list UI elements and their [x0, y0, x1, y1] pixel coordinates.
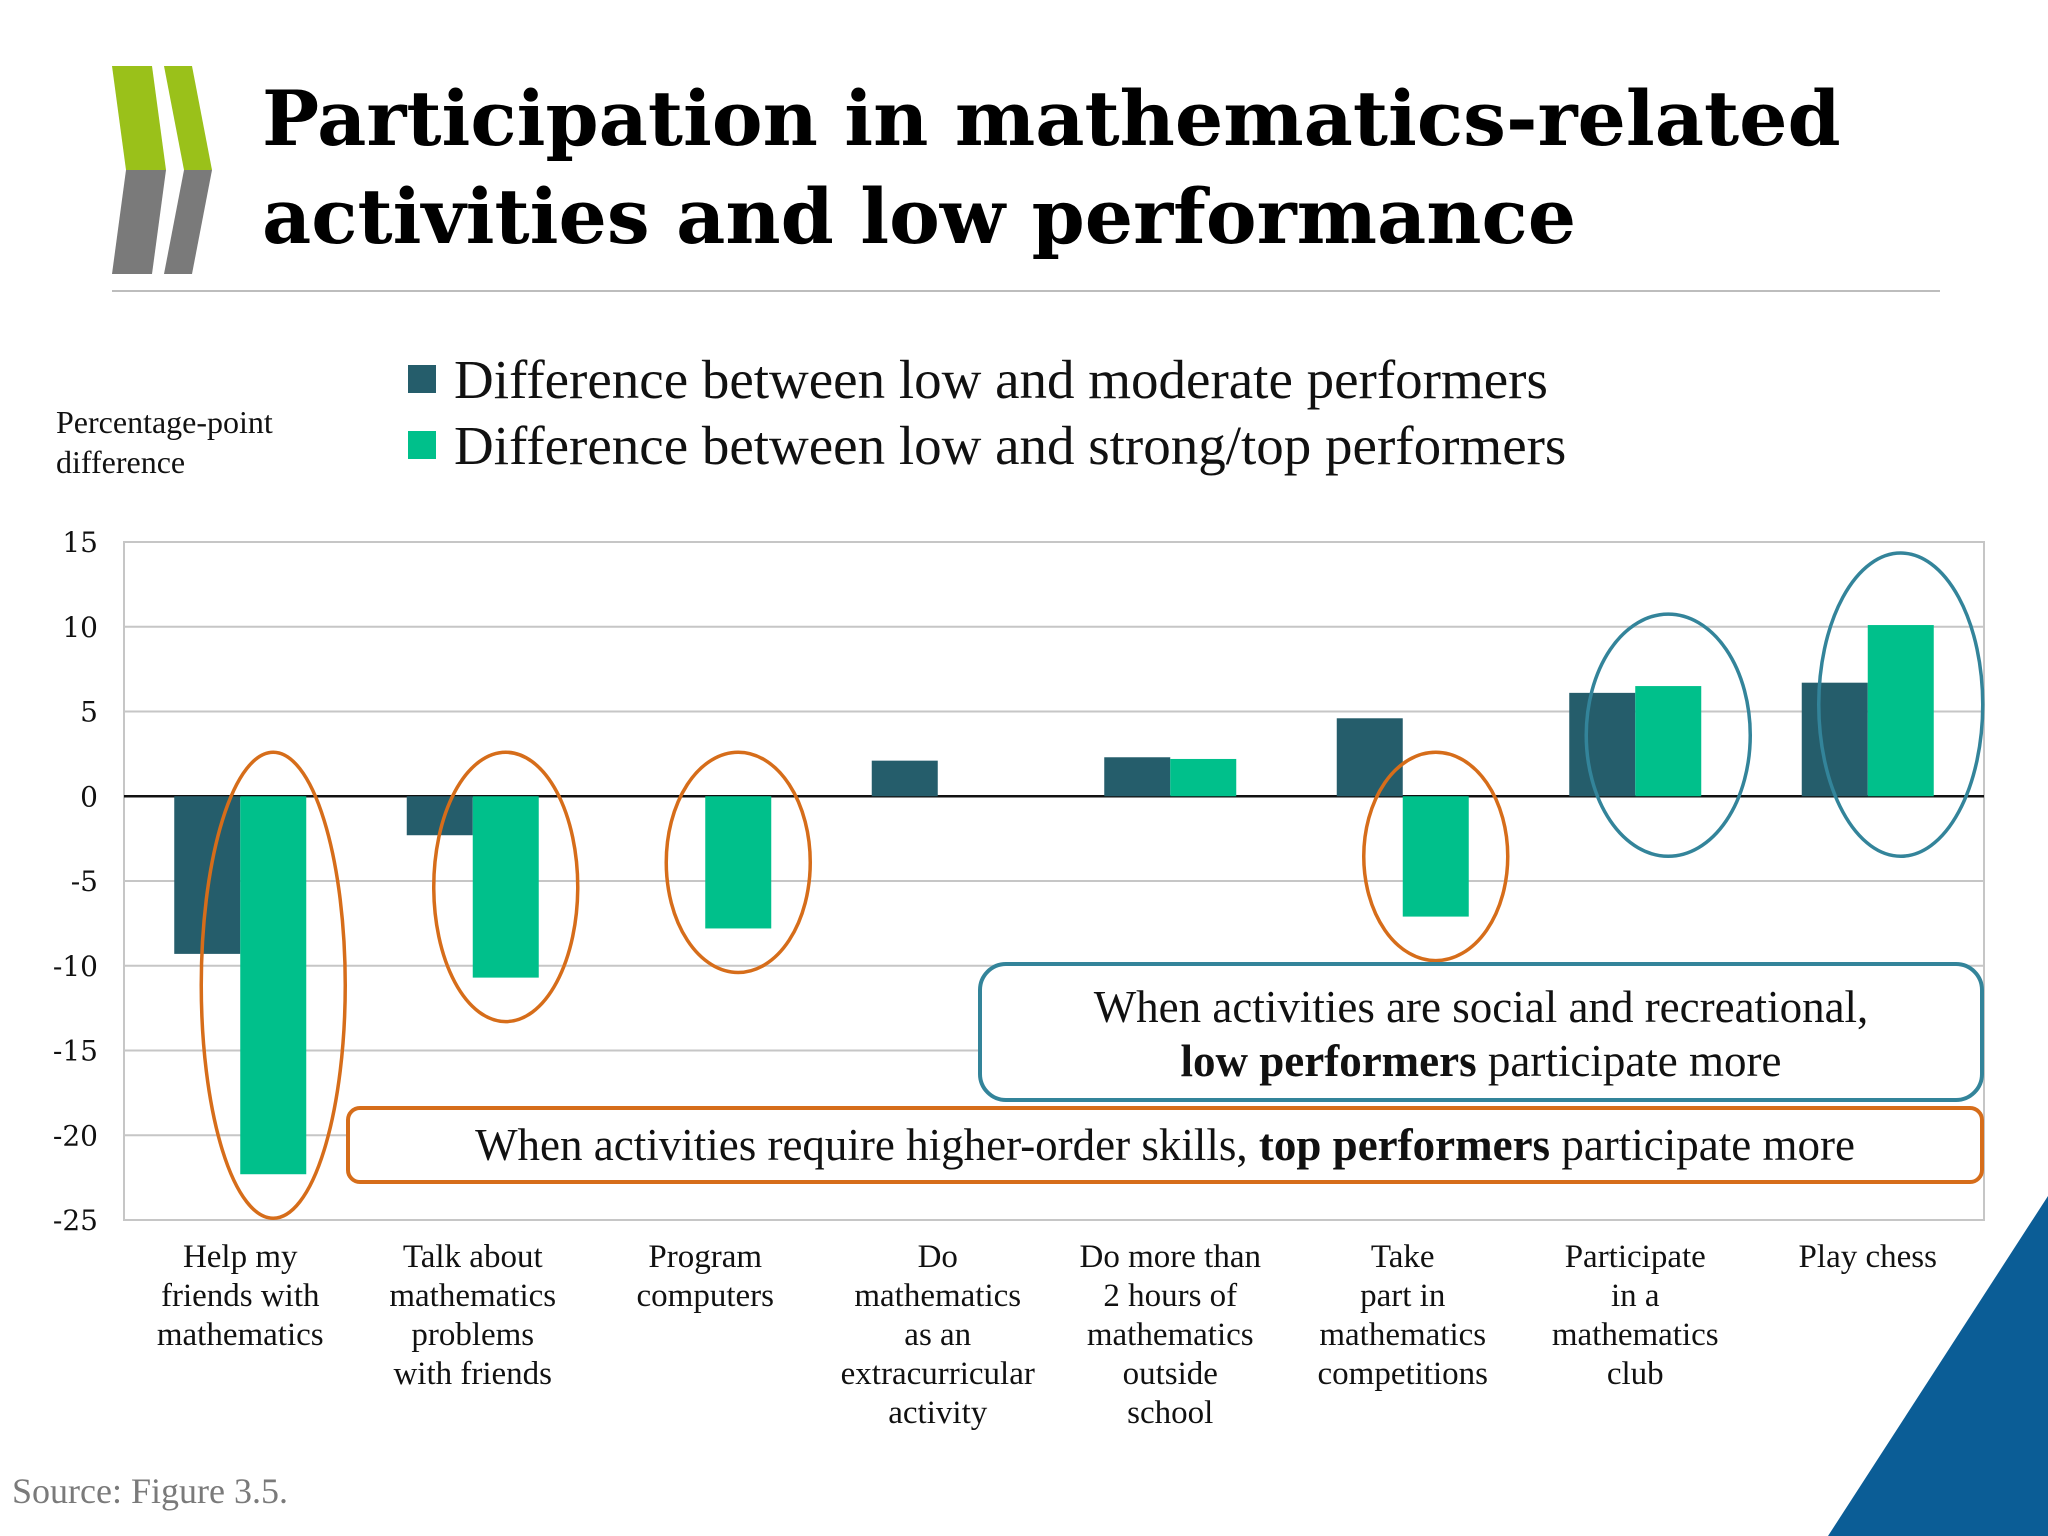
title-line-2: activities and low performance — [262, 172, 1577, 261]
logo-chevron-green-right — [164, 66, 212, 170]
bar-series-2-cat-4 — [1170, 758, 1237, 797]
bar-series-1-cat-4 — [1104, 757, 1171, 797]
bar-series-1-cat-5 — [1336, 718, 1403, 797]
highlight-ellipse-teal — [1817, 551, 1985, 859]
x-category-label: Talk about mathematics problems with friend… — [389, 1239, 557, 1392]
bar-series-2-cat-1 — [472, 796, 539, 978]
bar-series-2-cat-0 — [240, 796, 307, 1175]
y-tick-label: 0 — [80, 780, 98, 813]
y-tick-label: 10 — [62, 611, 98, 644]
y-tick-layer: 15 10 5 0 -5 -10 -15 -20 -25 — [53, 526, 98, 1237]
legend-item-moderate: Difference between low and moderate perf… — [408, 346, 1566, 412]
bar-series-2-cat-2 — [705, 796, 772, 929]
chart-legend: Difference between low and moderate perf… — [408, 346, 1566, 478]
x-category-label: Play chess — [1798, 1239, 1937, 1275]
x-category-label: Participate in a mathematics club — [1551, 1239, 1719, 1392]
y-tick-label: 5 — [80, 696, 98, 729]
bar-series-2-cat-7 — [1867, 625, 1934, 797]
page-title: Participation in mathematics-related act… — [262, 70, 1841, 266]
x-category-label: Do more than 2 hours of mathematics outside… — [1079, 1239, 1261, 1431]
corner-decoration — [1828, 1196, 2048, 1536]
bar-series-2-cat-5 — [1402, 796, 1469, 917]
callout-social-bold: low performers — [1180, 1036, 1477, 1086]
legend-label-moderate: Difference between low and moderate perf… — [454, 348, 1548, 410]
title-line-1: Participation in mathematics-related — [262, 74, 1841, 163]
x-category-label: Do mathematics as an extracurricular activit… — [840, 1239, 1035, 1431]
legend-swatch-moderate — [408, 365, 436, 393]
legend-swatch-strong-top — [408, 431, 436, 459]
callout-social-rest: participate more — [1476, 1036, 1782, 1086]
y-axis-label: Percentage-point difference — [56, 404, 273, 480]
callout-social-recreational: When activities are social and recreatio… — [978, 962, 1984, 1102]
highlight-ellipse-orange — [1362, 750, 1510, 963]
title-divider — [112, 290, 1940, 292]
highlight-ellipse-layer — [199, 551, 1985, 1220]
highlight-ellipse-orange — [664, 750, 812, 975]
x-category-label: Program computers — [636, 1239, 774, 1314]
logo-chevron-green-left — [112, 66, 166, 170]
callout-social-line1: When activities are social and recreatio… — [1093, 982, 1869, 1032]
y-tick-label: 15 — [62, 526, 98, 559]
x-category-label: Help my friends with mathematics — [156, 1239, 324, 1353]
y-tick-label: -15 — [53, 1035, 98, 1068]
oecd-logo-icon — [112, 66, 212, 274]
bar-series-1-cat-0 — [174, 796, 241, 954]
corner-triangle — [1828, 1196, 2048, 1536]
callout-higher-order-skills: When activities require higher-order ski… — [346, 1106, 1984, 1184]
legend-label-strong-top: Difference between low and strong/top pe… — [454, 414, 1567, 476]
logo-chevron-gray-left — [112, 170, 166, 274]
bar-series-1-cat-7 — [1801, 682, 1868, 797]
bar-series-1-cat-3 — [871, 760, 938, 797]
y-tick-label: -10 — [53, 950, 98, 983]
bar-series-2-cat-6 — [1635, 686, 1702, 797]
bar-series-1-cat-6 — [1569, 692, 1636, 797]
logo-chevron-gray-right — [164, 170, 212, 274]
callout-skills-rest: participate more — [1550, 1120, 1855, 1170]
x-category-label: Take part in mathematics competitions — [1317, 1239, 1488, 1392]
highlight-ellipse-teal — [1584, 612, 1752, 858]
legend-item-strong-top: Difference between low and strong/top pe… — [408, 412, 1566, 478]
callout-skills-bold: top performers — [1258, 1120, 1551, 1170]
highlight-ellipse-orange — [432, 750, 580, 1024]
callout-skills-text: When activities require higher-order ski… — [475, 1120, 1259, 1170]
source-note: Source: Figure 3.5. — [12, 1471, 288, 1511]
bar-layer — [174, 625, 1934, 1175]
y-tick-label: -5 — [71, 865, 98, 898]
highlight-ellipse-orange — [199, 750, 347, 1220]
y-tick-label: -25 — [53, 1204, 98, 1237]
y-tick-label: -20 — [53, 1119, 98, 1152]
